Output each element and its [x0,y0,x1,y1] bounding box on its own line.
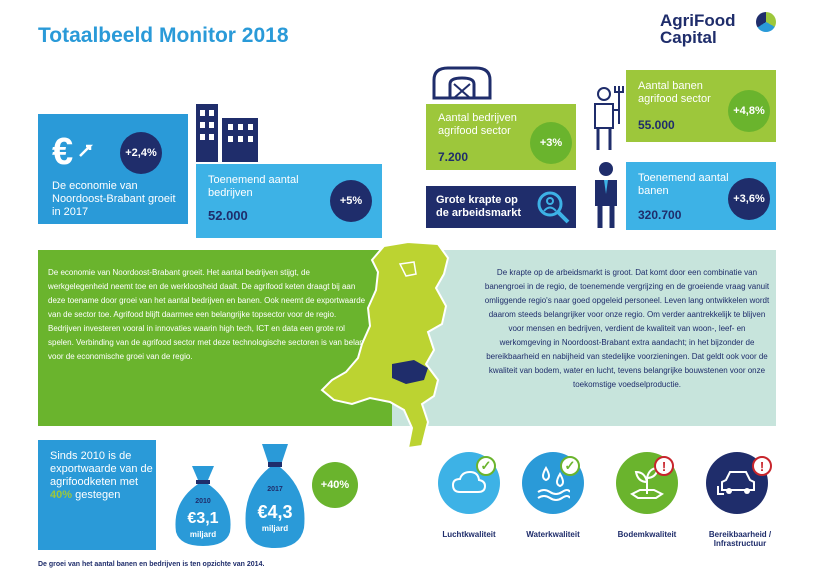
companies-label: Toenemend aantal bedrijven [208,174,299,199]
buildings-icon [196,104,258,162]
labour-card: Grote krapte op de arbeidsmarkt [426,186,576,228]
economy-paragraph: De economie van Noordoost-Brabant groeit… [48,268,369,361]
logo-mark-icon [756,12,776,32]
agri-companies-label: Aantal bedrijven agrifood sector [438,112,517,137]
jobs-value: 320.700 [638,208,682,222]
labour-text-panel: De krapte op de arbeidsmarkt is groot. D… [392,250,776,426]
export-change-badge: +40% [312,462,358,508]
water-quality-label: Waterkwaliteit [526,530,580,539]
export-highlight: 40% [50,489,73,501]
agri-companies-card: Aantal bedrijven agrifood sector 7.200 +… [426,104,576,170]
bag-2010-year: 2010 [195,498,211,505]
accessibility-warning-icon: ! [752,456,772,476]
soil-quality-warning-icon: ! [654,456,674,476]
jobs-change-badge: +3,6% [728,178,770,220]
agri-companies-value: 7.200 [438,150,469,164]
labour-paragraph: De krapte op de arbeidsmarkt is groot. D… [484,268,770,389]
agri-jobs-label: Aantal banen agrifood sector [638,80,711,105]
companies-value: 52.000 [208,208,248,223]
economy-text: De economie van Noordoost-Brabant groeit… [52,180,176,218]
export-text-after: gestegen [72,489,121,501]
page-title: Totaalbeeld Monitor 2018 [38,24,289,47]
accessibility-circle [706,452,768,514]
footnote: De groei van het aantal banen en bedrijv… [38,561,265,568]
bag-2010-unit: miljard [189,530,217,539]
businessman-icon [595,162,617,228]
cloud-icon [452,470,486,493]
air-quality-label: Luchtkwaliteit [442,530,496,539]
agrifood-capital-logo: AgriFood Capital [660,12,778,52]
netherlands-map [320,240,450,450]
soil-quality-label: Bodemkwaliteit [617,530,677,539]
cars-icon [717,471,755,495]
logo-line-2: Capital [660,28,717,47]
agri-companies-change-badge: +3% [530,122,572,164]
magnifier-icon [537,191,570,224]
export-text-before: Sinds 2010 is de exportwaarde van de agr… [50,450,153,488]
greenhouse-icon [432,66,492,100]
bag-2017-unit: miljard [261,524,289,533]
svg-text:€: € [52,131,73,170]
companies-change-badge: +5% [330,180,372,222]
money-bag-2010-icon [175,466,231,546]
air-quality-ok-icon: ✓ [476,456,496,476]
export-text: Sinds 2010 is de exportwaarde van de agr… [50,450,156,502]
logo-line-1: AgriFood [660,11,736,30]
jobs-card: Toenemend aantal banen 320.700 +3,6% [626,162,776,230]
economy-card: € +2,4% De economie van Noordoost-Braban… [38,114,188,224]
euro-growth-icon: € [52,131,94,170]
bag-2010-value: €3,1 [187,510,219,527]
labour-text: Grote krapte op de arbeidsmarkt [436,194,521,219]
accessibility-label: Bereikbaarheid / Infrastructuur [708,530,772,548]
agri-jobs-change-badge: +4,8% [728,90,770,132]
bag-2017-value: €4,3 [257,502,293,522]
agri-jobs-value: 55.000 [638,118,675,132]
companies-card: Toenemend aantal bedrijven 52.000 +5% [196,164,382,238]
jobs-label: Toenemend aantal banen [638,172,729,197]
farmer-icon [594,86,624,150]
water-drops-icon [537,466,570,501]
money-bag-2017-icon [245,444,305,548]
export-card: Sinds 2010 is de exportwaarde van de agr… [38,440,156,550]
water-quality-ok-icon: ✓ [560,456,580,476]
economy-change-badge: +2,4% [120,132,162,174]
bag-2017-year: 2017 [267,486,283,493]
agri-jobs-card: Aantal banen agrifood sector 55.000 +4,8… [626,70,776,142]
